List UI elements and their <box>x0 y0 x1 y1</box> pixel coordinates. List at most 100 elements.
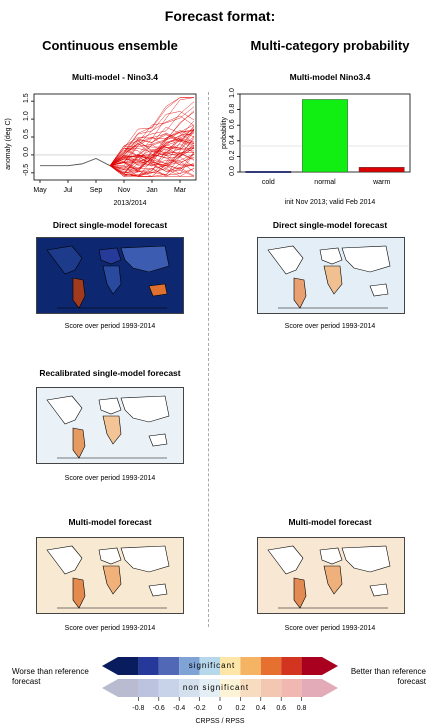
legend-tick-label: -0.2 <box>194 705 206 712</box>
probability-ytick-label: 0.8 <box>229 104 236 114</box>
multimodel-right-caption: Score over period 1993-2014 <box>284 625 376 632</box>
legend-cell-significant <box>179 657 200 675</box>
multimodel-left-title: Multi-model forecast <box>68 517 152 527</box>
ensemble-member-line <box>109 115 195 167</box>
ensemble-observed-line <box>40 158 111 167</box>
ensemble-xtick-label: Sep <box>90 187 103 194</box>
legend-worse-label: Worse than reference forecast <box>12 667 89 686</box>
ensemble-member-line <box>109 128 195 166</box>
legend-better-label: Better than reference forecast <box>350 667 426 686</box>
direct-right-map <box>257 237 405 314</box>
legend-tick-label: 0.4 <box>256 705 266 712</box>
probability-ytick-label: 0.4 <box>229 135 236 145</box>
legend-cell-significant <box>301 657 322 675</box>
ensemble-member-line <box>109 131 195 174</box>
legend-cell-significant <box>138 657 159 675</box>
direct-right-caption: Score over period 1993-2014 <box>284 323 376 330</box>
probability-category-label: warm <box>372 179 390 186</box>
ensemble-member-line <box>109 147 195 176</box>
legend-tick-label: -0.8 <box>132 705 144 712</box>
ensemble-ytick-label: -0.5 <box>23 164 30 176</box>
legend-cell-significant <box>199 657 220 675</box>
direct-left-title: Direct single-model forecast <box>52 220 168 230</box>
legend-arrow-left-non-significant <box>102 679 118 697</box>
ensemble-member-line <box>109 124 195 166</box>
ensemble-ytick-label: 1.0 <box>23 111 30 121</box>
probability-category-label: cold <box>262 179 275 186</box>
legend-non-significant-label: non significant <box>182 683 250 692</box>
ensemble-member-line <box>109 129 195 166</box>
legend-tick-label: -0.4 <box>173 705 185 712</box>
legend-arrow-right-significant <box>322 657 338 675</box>
ensemble-chart-title: Multi-model - Nino3.4 <box>72 72 158 82</box>
legend-cell-significant <box>260 657 282 675</box>
direct-right-title: Direct single-model forecast <box>272 220 388 230</box>
color-legend: -0.8 -0.6 -0.4 -0.2 0 0.2 0.4 0.6 0.8 CRPSS / RP… <box>102 657 338 725</box>
ensemble-member-line <box>109 140 195 166</box>
ensemble-xtick-label: Nov <box>118 187 131 194</box>
recalibrated-map <box>36 387 184 464</box>
probability-bar-warm <box>358 167 405 173</box>
legend-tick-label: -0.6 <box>153 705 165 712</box>
legend-arrow-left-significant <box>102 657 118 675</box>
probability-ytick-label: 1.0 <box>229 88 236 98</box>
ensemble-member-line <box>109 165 195 177</box>
legend-cell-non-significant <box>158 679 180 697</box>
ensemble-member-line <box>109 125 195 176</box>
column-title-left: Continuous ensemble <box>42 38 178 53</box>
ensemble-member-line <box>109 130 195 170</box>
legend-arrow-right-non-significant <box>322 679 338 697</box>
probability-ylabel: probability <box>221 117 228 149</box>
legend-cell-non-significant <box>301 679 322 697</box>
probability-chart-title: Multi-model Nino3.4 <box>289 72 371 82</box>
ensemble-member-line <box>109 126 195 166</box>
ensemble-member-line <box>109 139 195 176</box>
legend-axis-title: CRPSS / RPSS <box>195 718 244 725</box>
multimodel-left-caption: Score over period 1993-2014 <box>64 625 156 632</box>
legend-significant-label: significant <box>188 661 236 670</box>
ensemble-ytick-label: 0.5 <box>23 129 30 139</box>
ensemble-member-line <box>109 110 195 177</box>
recalibrated-title: Recalibrated single-model forecast <box>39 368 181 378</box>
ensemble-member-line <box>109 138 195 166</box>
legend-cell-non-significant <box>179 679 200 697</box>
ensemble-xtick-label: May <box>33 187 47 194</box>
ensemble-member-line <box>109 161 195 170</box>
ensemble-member-line <box>109 152 195 167</box>
ensemble-member-line <box>109 130 195 166</box>
column-title-right: Multi-category probability <box>250 38 410 53</box>
ensemble-ytick-label: 0.0 <box>23 147 30 157</box>
legend-cell-significant <box>158 657 180 675</box>
direct-left-caption: Score over period 1993-2014 <box>64 323 156 330</box>
legend-cell-non-significant <box>240 679 261 697</box>
ensemble-member-line <box>109 143 195 167</box>
multimodel-right-title: Multi-model forecast <box>288 517 372 527</box>
legend-cell-non-significant <box>199 679 220 697</box>
ensemble-ytick-label: 1.5 <box>23 93 30 103</box>
multimodel-left-map <box>36 537 184 614</box>
legend-cell-significant <box>240 657 261 675</box>
probability-chart: probability 0.0 0.2 0.4 0.6 0.8 1.0 cold normal… <box>221 88 411 186</box>
legend-cell-significant <box>220 657 241 675</box>
probability-caption: init Nov 2013; valid Feb 2014 <box>284 199 376 206</box>
ensemble-ylabel: anomaly (deg C) <box>5 118 12 170</box>
recalibrated-caption: Score over period 1993-2014 <box>64 475 156 482</box>
legend-cell-significant <box>118 657 139 675</box>
probability-bar-cold <box>245 171 292 173</box>
ensemble-xtick-label: Jul <box>64 187 73 194</box>
ensemble-xtick-label: Mar <box>174 187 187 194</box>
probability-category-label: normal <box>314 179 336 186</box>
probability-ytick-label: 0.2 <box>229 150 236 160</box>
ensemble-xtick-label: Jan <box>146 187 157 194</box>
legend-cell-non-significant <box>281 679 302 697</box>
legend-tick-label: 0.2 <box>236 705 246 712</box>
probability-bar-normal <box>302 99 348 173</box>
multimodel-right-map <box>257 537 405 614</box>
ensemble-member-line <box>109 151 195 172</box>
legend-cell-non-significant <box>118 679 139 697</box>
legend-cell-non-significant <box>138 679 159 697</box>
ensemble-xlabel: 2013/2014 <box>113 200 147 207</box>
ensemble-chart: anomaly (deg C) -0.5 0.0 0.5 1.0 1.5 May Jul Se… <box>5 93 197 194</box>
legend-tick-label: 0.6 <box>276 705 286 712</box>
legend-cell-non-significant <box>260 679 282 697</box>
